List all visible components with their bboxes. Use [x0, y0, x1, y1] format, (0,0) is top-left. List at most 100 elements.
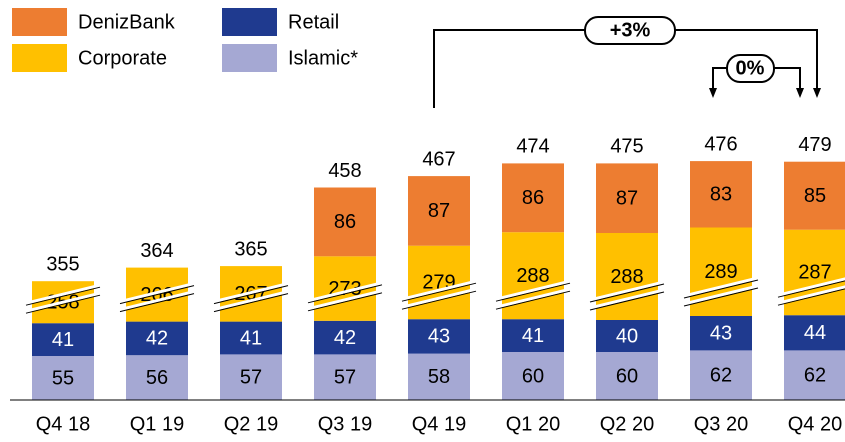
axis-break-edge — [119, 285, 195, 305]
axis-break — [683, 276, 759, 298]
bar-segment — [784, 315, 845, 351]
data-label: 83 — [710, 184, 732, 206]
total-label: 476 — [704, 133, 737, 155]
data-label: 57 — [334, 366, 356, 388]
x-tick-label: Q4 18 — [36, 413, 90, 435]
data-label: 57 — [240, 366, 262, 388]
annotation-brackets — [433, 16, 818, 108]
axis-break-edge — [401, 282, 477, 302]
legend-swatch — [222, 44, 277, 72]
data-label: 43 — [428, 326, 450, 348]
bar-segment — [502, 163, 564, 233]
axis-break-edge — [25, 294, 101, 314]
axis-break — [495, 279, 571, 301]
legend-swatch — [12, 8, 67, 36]
bar-segment — [502, 319, 564, 352]
legend-label: Corporate — [78, 47, 167, 69]
axis-break-edge — [589, 283, 665, 303]
total-label: 355 — [46, 253, 79, 275]
x-tick-label: Q2 20 — [600, 413, 654, 435]
bar-segment — [314, 187, 376, 257]
axis-break — [589, 288, 665, 310]
annotation-oval — [726, 54, 775, 83]
axis-break — [119, 290, 195, 312]
bracket — [675, 29, 818, 90]
data-label: 56 — [146, 367, 168, 389]
data-label: 42 — [334, 327, 356, 349]
bar-segment — [784, 161, 845, 230]
data-label: 87 — [428, 200, 450, 222]
axis-break-edge — [683, 279, 759, 299]
total-label: 365 — [234, 238, 267, 260]
annotation: 0% — [736, 57, 765, 79]
data-label: 288 — [516, 265, 549, 287]
bracket — [433, 29, 585, 108]
data-label: 287 — [798, 262, 831, 284]
total-label: 474 — [516, 136, 549, 158]
total-label: 479 — [798, 134, 831, 156]
bar-segment — [126, 321, 188, 356]
bar-segment — [502, 352, 564, 400]
axis-break — [401, 287, 477, 309]
bar-segment — [596, 320, 658, 352]
bar-segment — [408, 353, 470, 400]
axis-break — [307, 281, 383, 303]
data-label: 42 — [146, 328, 168, 350]
data-label: 62 — [710, 364, 732, 386]
bar-segment — [32, 356, 94, 400]
bar-segment — [314, 320, 376, 355]
axis-break — [777, 285, 845, 305]
axis-break-edge — [589, 291, 665, 311]
data-label: 86 — [522, 187, 544, 209]
axis-break — [401, 279, 477, 301]
bar-segment — [220, 354, 282, 400]
axis-break — [213, 282, 289, 304]
bar-segment — [32, 323, 94, 356]
legend-label: DenizBank — [78, 11, 176, 33]
annotation: +3% — [610, 19, 651, 41]
axis-break-edge — [213, 285, 289, 305]
axis-break — [213, 290, 289, 312]
bar-segment — [126, 355, 188, 400]
axis-break-edge — [777, 280, 845, 298]
data-label: 289 — [704, 261, 737, 283]
data-label: 62 — [804, 364, 826, 386]
arrowhead — [796, 88, 804, 98]
data-label: 58 — [428, 366, 450, 388]
bar-segment — [408, 245, 470, 320]
data-label: 41 — [240, 327, 262, 349]
axis-break-edge — [25, 286, 101, 306]
bracket — [774, 67, 801, 88]
axis-break — [119, 282, 195, 304]
bar-segment — [690, 350, 752, 400]
axis-break-edge — [307, 284, 383, 304]
legend-swatch — [222, 8, 277, 36]
axis-break — [25, 283, 101, 305]
x-tick-label: Q4 20 — [788, 413, 842, 435]
axis-break-edge — [401, 290, 477, 310]
total-label: 458 — [328, 160, 361, 182]
axis-break — [25, 291, 101, 313]
data-label: 43 — [710, 322, 732, 344]
x-tick-label: Q2 19 — [224, 413, 278, 435]
bar-segment — [596, 352, 658, 400]
bracket — [712, 67, 727, 88]
data-label: 85 — [804, 185, 826, 207]
data-label: 44 — [804, 322, 826, 344]
bar-segment — [314, 354, 376, 400]
bar-segment — [690, 161, 752, 228]
data-label: 55 — [52, 367, 74, 389]
data-label: 288 — [610, 266, 643, 288]
axis-break — [495, 287, 571, 309]
data-label: 87 — [616, 187, 638, 209]
bar-segment — [408, 176, 470, 246]
arrowhead — [709, 88, 717, 98]
data-label: 60 — [522, 365, 544, 387]
x-tick-label: Q3 20 — [694, 413, 748, 435]
bar-segment — [596, 163, 658, 233]
axis-break — [777, 277, 845, 297]
axis-break-edge — [307, 292, 383, 312]
axis-break-edge — [495, 282, 571, 302]
annotation-oval — [584, 16, 676, 45]
